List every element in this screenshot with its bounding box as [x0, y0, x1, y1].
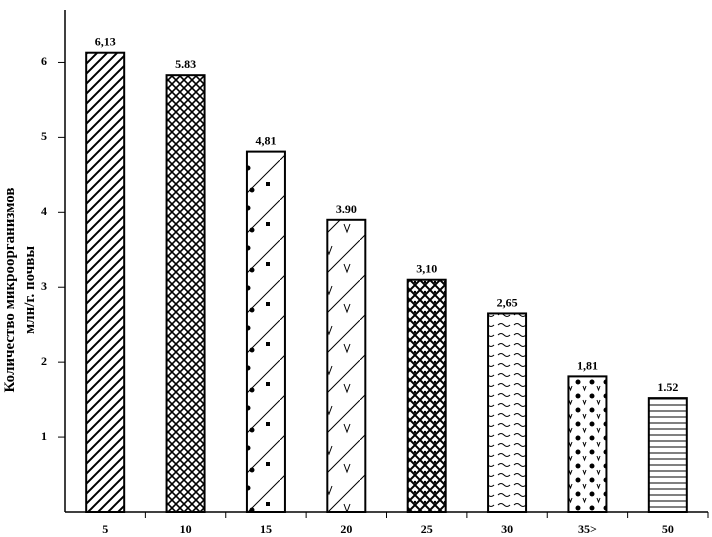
- value-label: 4,81: [255, 134, 276, 148]
- value-label: 1.52: [657, 380, 678, 394]
- bar: [85, 51, 126, 514]
- bar: [487, 312, 528, 513]
- y-tick-label: 5: [41, 129, 47, 143]
- x-tick-label: 10: [180, 522, 192, 536]
- value-label: 2,65: [497, 295, 518, 309]
- bar: [567, 375, 608, 513]
- value-label: 1,81: [577, 358, 598, 372]
- y-axis-label: млн/г. почвы: [22, 246, 38, 334]
- x-tick-label: 5: [102, 522, 108, 536]
- x-tick-label: 35>: [578, 522, 597, 536]
- value-label: 3,10: [416, 262, 437, 276]
- bar: [647, 397, 688, 513]
- x-tick-label: 50: [662, 522, 674, 536]
- value-label: 3.90: [336, 202, 357, 216]
- x-tick-label: 30: [501, 522, 513, 536]
- y-axis-label: Количество микроорганизмов: [2, 188, 18, 393]
- y-tick-label: 4: [41, 204, 47, 218]
- bar: [326, 218, 367, 513]
- value-label: 6,13: [95, 35, 116, 49]
- y-tick-label: 6: [41, 54, 47, 68]
- x-tick-label: 25: [421, 522, 433, 536]
- x-tick-label: 15: [260, 522, 272, 536]
- y-tick-label: 2: [41, 354, 47, 368]
- y-tick-label: 3: [41, 279, 47, 293]
- y-tick-label: 1: [41, 429, 47, 443]
- bar: [165, 74, 206, 513]
- x-tick-label: 20: [340, 522, 352, 536]
- value-label: 5.83: [175, 57, 196, 71]
- bar: [245, 150, 286, 513]
- bar: [406, 278, 447, 514]
